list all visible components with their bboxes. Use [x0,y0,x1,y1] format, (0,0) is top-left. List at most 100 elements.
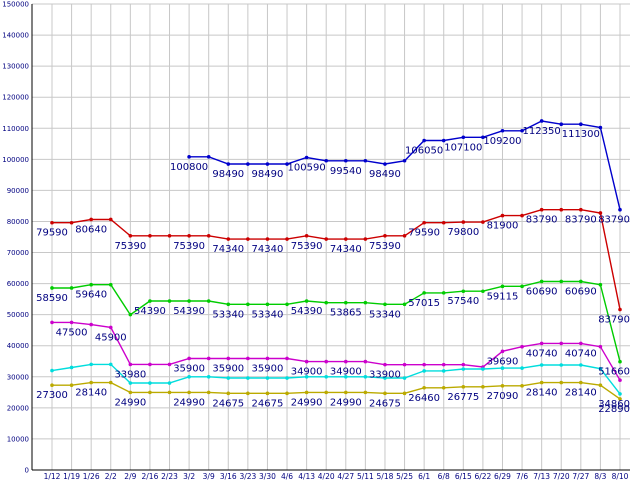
data-point [69,220,74,225]
data-label: 100800 [170,162,208,173]
data-point [285,237,289,241]
data-label: 47500 [56,327,88,338]
data-point [167,390,172,395]
data-point [363,300,368,305]
data-label: 80640 [75,224,107,235]
data-label: 98490 [252,169,284,180]
data-label: 107100 [444,142,482,153]
data-point [187,155,191,159]
data-label: 83790 [565,215,597,226]
data-point [559,279,564,284]
x-tick-label: 6/15 [455,472,472,480]
data-point [285,302,289,307]
data-point [226,391,231,396]
x-tick-label: 2/2 [105,472,117,480]
data-point [500,349,505,354]
data-point [285,376,289,380]
data-point [206,390,211,395]
data-point [539,279,544,284]
data-point [402,362,407,367]
data-point [402,302,407,307]
data-point [108,282,113,287]
data-label: 53865 [330,308,362,319]
x-tick-label: 2/9 [124,472,136,480]
data-point [108,362,113,367]
data-point [618,378,622,383]
data-point [461,135,466,140]
x-tick-label: 8/3 [594,472,606,480]
data-point [285,356,289,361]
data-label: 24675 [369,398,401,409]
data-point [383,233,387,238]
data-label: 40740 [565,348,597,359]
data-label: 51660 [598,367,630,378]
x-tick-label: 6/1 [418,472,430,480]
x-tick-label: 4/6 [281,472,293,480]
data-point [500,366,505,370]
data-point [618,307,622,312]
data-point [461,367,466,371]
data-point [187,390,191,395]
data-point [441,291,446,295]
data-label: 60690 [526,286,558,297]
data-point [481,385,485,389]
data-point [226,302,231,307]
axes [31,4,630,471]
x-tick-label: 7/27 [572,472,589,480]
x-tick-label: 5/25 [396,472,413,480]
data-point [598,282,603,287]
data-label: 28140 [565,388,597,399]
data-label: 83790 [526,215,558,226]
data-label: 35900 [212,363,244,374]
data-label: 39690 [487,356,519,367]
data-point [402,391,407,396]
data-label: 75390 [114,241,146,252]
data-point [89,217,93,222]
data-label: 112350 [523,126,561,137]
y-tick-label: 150000 [2,1,29,9]
data-point [265,162,270,166]
x-tick-label: 5/18 [377,472,394,480]
data-point [167,299,172,303]
data-point [285,391,289,396]
data-point [481,220,485,224]
data-point [579,207,583,212]
y-tick-label: 40000 [7,342,29,350]
data-label: 27300 [36,390,68,401]
data-point [500,284,505,289]
data-point [500,213,505,218]
data-point [481,367,485,371]
series-line [52,381,621,400]
x-tick-label: 8/10 [612,472,629,480]
data-point [226,356,231,361]
data-point [50,368,54,373]
data-point [500,384,505,388]
data-point [343,158,348,163]
data-label: 83790 [598,215,630,226]
data-point [422,291,426,295]
data-point [363,359,368,364]
data-point [265,376,270,380]
data-label: 24990 [114,397,146,408]
x-tick-label: 1/19 [63,472,80,480]
data-label: 79800 [447,227,479,238]
data-label: 24675 [252,398,284,409]
data-point [50,320,54,325]
data-point [69,320,74,325]
y-tick-label: 10000 [7,435,29,443]
series-line [52,209,621,310]
data-point [69,383,74,387]
data-point [324,390,329,395]
data-label: 24990 [291,397,323,408]
data-label: 106050 [405,146,443,157]
data-point [598,211,603,215]
y-tick-label: 140000 [2,32,29,40]
data-label: 53340 [252,309,284,320]
x-tick-label: 3/9 [203,472,215,480]
x-tick-label: 5/11 [357,472,374,480]
data-point [324,158,329,163]
data-point [246,237,250,241]
data-label: 99540 [330,166,362,177]
data-label: 57540 [447,296,479,307]
data-point [579,279,583,284]
